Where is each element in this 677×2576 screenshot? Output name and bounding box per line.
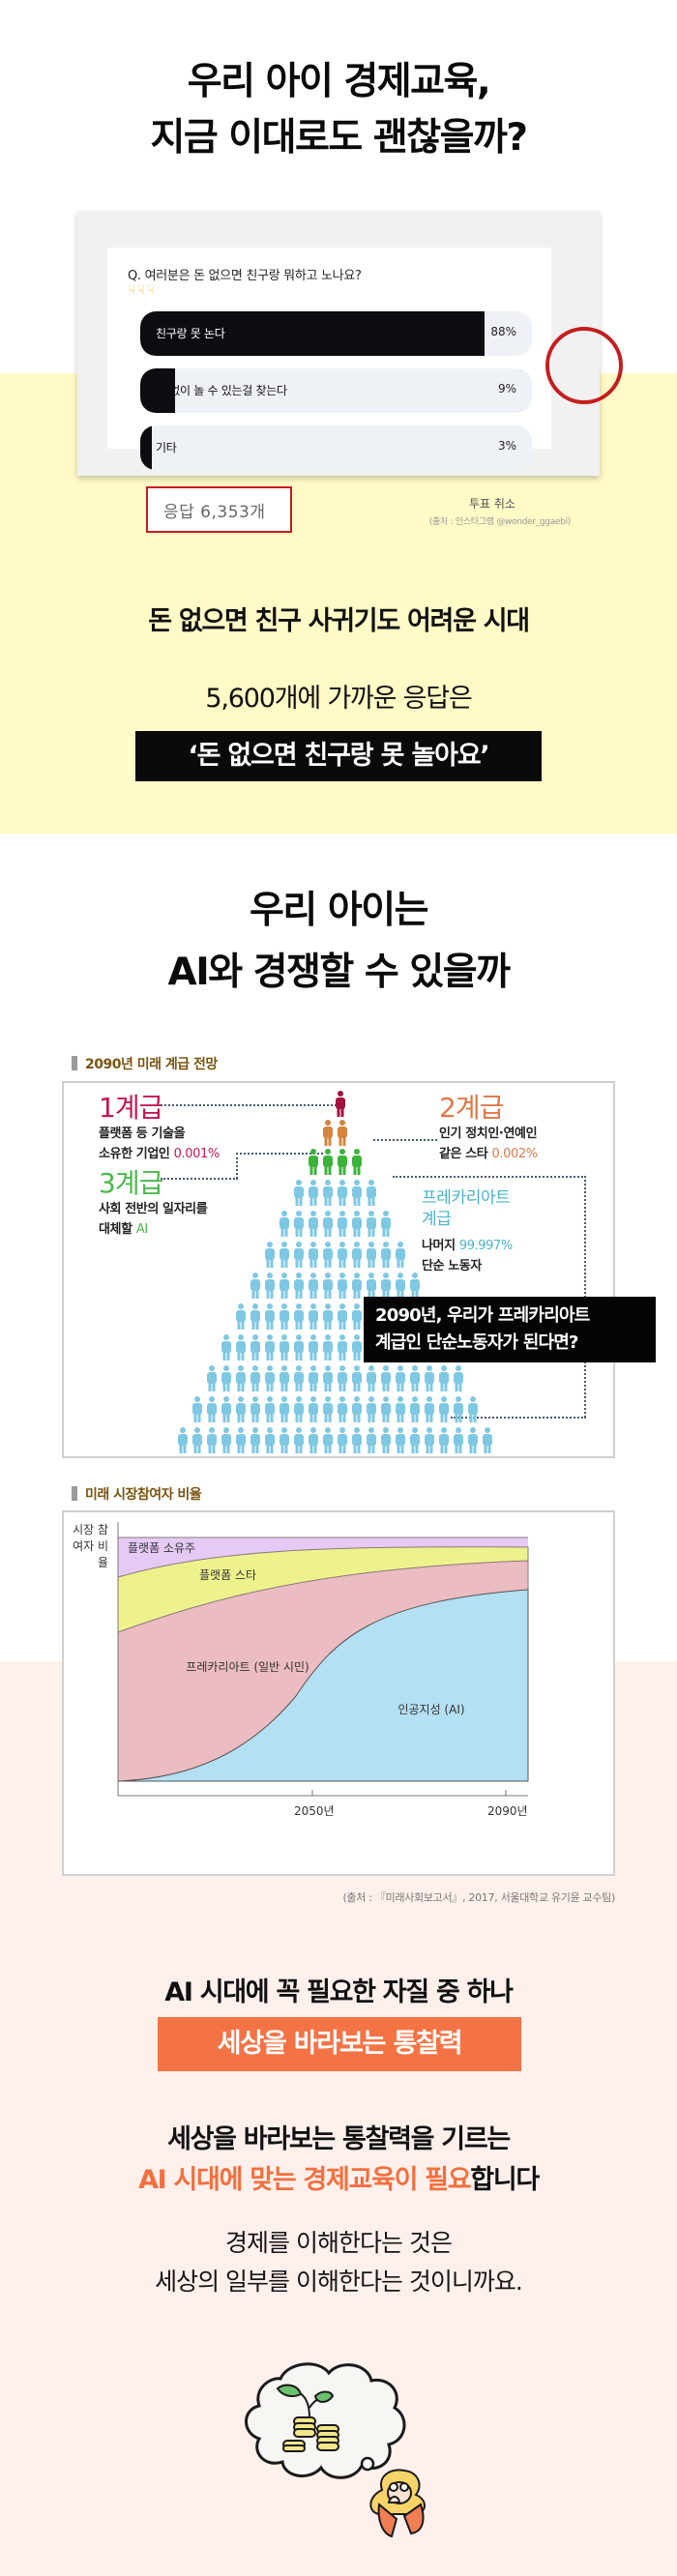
tier1-percent: 0.001% (173, 1147, 221, 1161)
pointing-down-emoji-icon: ☟☟☟ (128, 283, 157, 298)
tier3-ai: AI (135, 1222, 148, 1237)
series-label-platform-star: 플랫폼 스타 (199, 1568, 257, 1582)
section3-body-line2: 세상의 일부를 이해한다는 것이니까요. (155, 2268, 523, 2296)
tier2-leader-line (373, 1139, 437, 1141)
poll-option-percent: 9% (497, 382, 516, 395)
callout-line1: 2090년, 우리가 프레카리아트 (375, 1305, 590, 1326)
y-axis-label: 시장 참여자 비율 (73, 1523, 108, 1569)
thinking-girl-coins-illustration (245, 2362, 426, 2538)
series-label-platform-owner: 플랫폼 소유주 (128, 1541, 196, 1555)
poll-source: (출처 : 인스타그램 @wonder_ggaebi) (428, 517, 572, 527)
precariat-description: 나머지 99.997% 단순 노동자 (422, 1236, 513, 1276)
section2-title: 우리 아이는 AI와 경쟁할 수 있을까 (0, 880, 677, 1004)
tier1-label: 1계급 (99, 1092, 163, 1124)
response-count: 응답 6,353개 (163, 503, 266, 522)
x-tick-2050: 2050년 (294, 1804, 335, 1818)
tier3-label: 3계급 (99, 1167, 163, 1199)
poll-question: Q. 여러분은 돈 없으면 친구랑 뭐하고 노나요? (128, 269, 362, 283)
area-chart-title: 미래 시장참여자 비율 (85, 1487, 202, 1503)
population-pyramid-icon (178, 1091, 492, 1453)
precariat-label-line1: 프레카리아트 (422, 1188, 511, 1208)
poll-option-3[interactable]: 기타 3% (140, 425, 532, 470)
series-label-precariat: 프레카리아트 (일반 시민) (186, 1660, 309, 1674)
tier1-description: 플랫폼 등 기술을 소유한 기업인 0.001% (99, 1124, 220, 1164)
tier1-desc-line1: 플랫폼 등 기술을 (99, 1127, 186, 1141)
poll-option-fill (140, 425, 153, 470)
pyramid-chart-panel: 1계급 플랫폼 등 기술을 소유한 기업인 0.001% 2계급 인기 정치인·… (62, 1081, 615, 1458)
tier3-description: 사회 전반의 일자리를 대체할 AI (99, 1199, 208, 1240)
tier3-leader-line-2 (236, 1153, 323, 1155)
hero-title-line2: 지금 이대로도 괜찮을까? (150, 116, 528, 160)
section3-line1: 세상을 바라보는 통찰력을 기르는 (167, 2124, 511, 2154)
chart-source: (출처 : 『미래사회보고서』, 2017, 서울대학교 유기윤 교수팀) (342, 1891, 615, 1904)
precariat-leader-line (393, 1176, 586, 1178)
tier2-label: 2계급 (439, 1092, 504, 1124)
precariat-desc-line2: 단순 노동자 (422, 1259, 482, 1273)
section1-heading: 돈 없으면 친구 사귀기도 어려운 시대 (148, 606, 530, 636)
response-count-box: 응답 6,353개 (146, 486, 292, 533)
precariat-label-line2: 계급 (422, 1210, 452, 1229)
section2-title-line2: AI와 경쟁할 수 있을까 (167, 951, 511, 994)
poll-screenshot-card: Q. 여러분은 돈 없으면 친구랑 뭐하고 노나요? ☟☟☟ 친구랑 못 논다 … (77, 211, 623, 533)
highlight-circle (545, 327, 623, 404)
pyramid-chart-header-text: 2090년 미래 계급 전망 (85, 1057, 218, 1072)
precariat-label: 프레카리아트 계급 (422, 1187, 511, 1230)
poll-option-fill (140, 368, 176, 413)
tier2-desc-line1: 인기 정치인·연예인 (439, 1127, 538, 1141)
hero-title-line1: 우리 아이 경제교육, (187, 60, 491, 103)
poll-option-percent: 3% (497, 439, 516, 453)
poll-option-label: 기타 (156, 441, 177, 454)
pyramid-chart-header: 2090년 미래 계급 전망 (72, 1054, 218, 1073)
section1-subtext: 5,600개에 가까운 응답은 (205, 684, 472, 714)
series-label-ai: 인공지성 (AI) (397, 1703, 465, 1716)
tier3-leader-line-v (236, 1153, 238, 1179)
poll-option-fill (140, 311, 486, 356)
poll-option-label: 돈 없이 놀 수 있는걸 찾는다 (156, 384, 287, 397)
section3-line2-suffix: 합니다 (470, 2165, 540, 2195)
section2-title-line1: 우리 아이는 (250, 889, 428, 932)
precariat-bracket-bottom (451, 1417, 586, 1419)
section3-body-line1: 경제를 이해한다는 것은 (225, 2229, 453, 2257)
header-bar-icon (72, 1056, 77, 1070)
cancel-vote-link[interactable]: 투표 취소 (469, 497, 515, 511)
poll-option-percent: 88% (490, 325, 516, 338)
tier2-description: 인기 정치인·연예인 같은 스타 0.002% (439, 1124, 538, 1164)
precariat-callout: 2090년, 우리가 프레카리아트 계급인 단순노동자가 된다면? (364, 1297, 656, 1362)
header-bar-icon (72, 1486, 77, 1501)
section3-heading: AI 시대에 꼭 필요한 자질 중 하나 (164, 1977, 514, 2007)
tier3-desc-line1: 사회 전반의 일자리를 (99, 1202, 208, 1216)
section1-highlight-quote: ‘돈 없으면 친구랑 못 놀아요’ (135, 731, 542, 781)
section3-body: 경제를 이해한다는 것은 세상의 일부를 이해한다는 것이니까요. (0, 2224, 677, 2301)
x-tick-2090: 2090년 (487, 1804, 528, 1818)
precariat-desc-line1: 나머지 (422, 1239, 456, 1253)
section3-line2-emphasis: AI 시대에 맞는 경제교육이 필요 (138, 2165, 472, 2195)
section3-highlight: 세상을 바라보는 통찰력 (158, 2017, 521, 2071)
hero-title: 우리 아이 경제교육, 지금 이대로도 괜찮을까? (0, 54, 677, 166)
area-chart-plot (117, 1522, 529, 1797)
tier2-percent: 0.002% (491, 1147, 539, 1161)
section3-line2: AI 시대에 맞는 경제교육이 필요합니다 (0, 2158, 677, 2196)
tier3-desc-line2: 대체할 (99, 1222, 132, 1237)
callout-line2: 계급인 단순노동자가 된다면? (375, 1332, 579, 1353)
tier1-leader-line (161, 1104, 344, 1106)
tier1-desc-line2: 소유한 기업인 (99, 1147, 170, 1161)
tier2-desc-line2: 같은 스타 (439, 1147, 488, 1161)
market-share-area-chart: 시장 참여자 비율 플랫폼 소유주 플랫폼 스타 프레카리아트 (일반 시민) … (62, 1510, 615, 1876)
tier3-leader-line (161, 1178, 238, 1180)
poll-option-2[interactable]: 돈 없이 놀 수 있는걸 찾는다 9% (140, 368, 532, 413)
precariat-percent: 99.997% (458, 1239, 513, 1253)
poll-option-1[interactable]: 친구랑 못 논다 88% (140, 311, 532, 356)
area-chart-header: 미래 시장참여자 비율 (72, 1484, 202, 1504)
poll-option-label: 친구랑 못 논다 (156, 327, 225, 340)
